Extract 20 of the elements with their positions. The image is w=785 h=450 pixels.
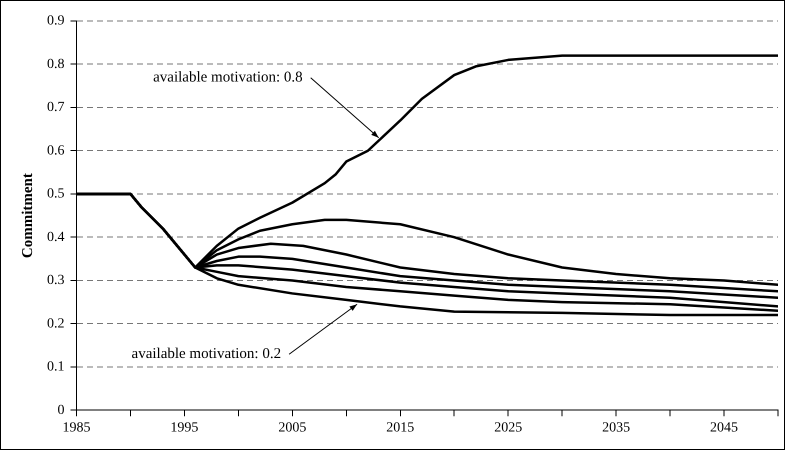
y-tick-label: 0.4 (47, 230, 64, 245)
x-tick-label: 2025 (494, 420, 522, 436)
x-tick-label: 1995 (170, 420, 198, 436)
y-tick-label: 0.5 (47, 186, 64, 202)
annotation: available motivation: 0.8 (153, 70, 303, 86)
y-tick-label: 0.6 (47, 143, 64, 158)
y-tick-label: 0 (58, 402, 64, 418)
y-tick-label: 0.1 (47, 360, 64, 375)
x-tick-label: 2045 (710, 420, 738, 436)
y-axis-title: Commitment (20, 173, 36, 258)
y-tick-label: 0.2 (47, 316, 64, 332)
y-tick-label: 0.3 (47, 273, 64, 288)
annotation: available motivation: 0.2 (132, 346, 282, 362)
x-tick-label: 1985 (62, 420, 90, 436)
y-tick-label: 0.7 (47, 100, 64, 116)
x-tick-label: 2015 (386, 420, 414, 436)
y-tick-label: 0.9 (47, 14, 64, 29)
x-tick-label: 2035 (602, 420, 630, 436)
x-tick-label: 2005 (278, 420, 306, 436)
y-tick-label: 0.8 (47, 56, 64, 72)
